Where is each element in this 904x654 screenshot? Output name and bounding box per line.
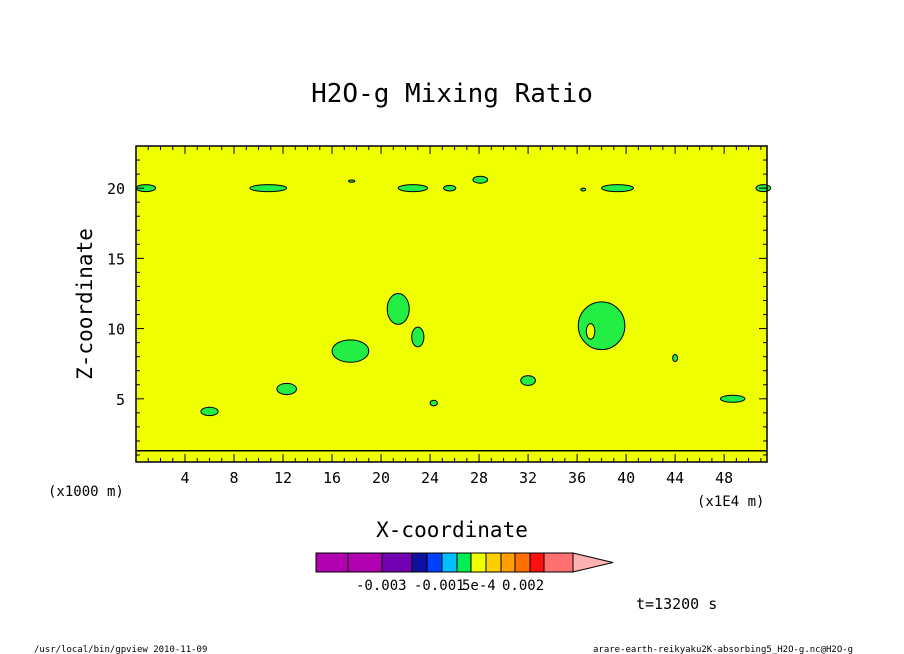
x-tick-label: 40 bbox=[617, 469, 635, 487]
x-tick-label: 44 bbox=[666, 469, 684, 487]
x-axis-ticks: 4 8 12 16 20 24 28 32 36 40 44 48 bbox=[147, 146, 762, 487]
colorbar-swatch bbox=[426, 552, 443, 573]
contour-patch bbox=[580, 187, 587, 192]
contour-patch bbox=[443, 184, 457, 192]
x-unit-left: (x1000 m) bbox=[48, 484, 124, 500]
contour-patch bbox=[276, 382, 298, 396]
colorbar-label: 5e-4 bbox=[462, 578, 496, 594]
y-tick-label: 15 bbox=[107, 250, 125, 268]
colorbar-swatch bbox=[470, 552, 487, 573]
contour-hole bbox=[585, 323, 596, 340]
colorbar-swatch bbox=[514, 552, 531, 573]
contour-patch bbox=[249, 184, 288, 193]
contour-patch bbox=[429, 399, 438, 407]
colorbar-swatch bbox=[441, 552, 458, 573]
y-tick-label: 10 bbox=[107, 321, 125, 339]
y-axis-label: Z-coordinate bbox=[73, 228, 97, 380]
x-tick-label: 20 bbox=[372, 469, 390, 487]
colorbar-swatch bbox=[456, 552, 472, 573]
x-tick-label: 32 bbox=[519, 469, 537, 487]
x-tick-label: 24 bbox=[421, 469, 439, 487]
y-tick-label: 20 bbox=[107, 180, 125, 198]
colorbar bbox=[315, 552, 614, 573]
contour-patch bbox=[348, 179, 356, 183]
colorbar-swatch bbox=[500, 552, 516, 573]
colorbar-swatch bbox=[315, 552, 349, 573]
colorbar-swatch bbox=[572, 552, 614, 573]
colorbar-swatch bbox=[347, 552, 383, 573]
colorbar-label: -0.003 bbox=[356, 578, 407, 594]
plot-frame bbox=[135, 145, 768, 463]
plot-area bbox=[135, 145, 772, 463]
x-tick-label: 48 bbox=[715, 469, 733, 487]
chart-title: H2O-g Mixing Ratio bbox=[311, 79, 593, 109]
x-axis-label: X-coordinate bbox=[376, 518, 528, 542]
colorbar-swatch bbox=[529, 552, 545, 573]
x-tick-label: 36 bbox=[568, 469, 586, 487]
footer-right-note: arare-earth-reikyaku2K-absorbing5_H2O-g.… bbox=[593, 645, 853, 654]
time-label: t=13200 s bbox=[636, 595, 717, 613]
contour-patch bbox=[601, 184, 634, 193]
contour-patch bbox=[200, 406, 219, 417]
colorbar-swatch bbox=[485, 552, 502, 573]
colorbar-label: 0.002 bbox=[502, 578, 544, 594]
footer-left-note: /usr/local/bin/gpview 2010-11-09 bbox=[34, 645, 207, 654]
contour-patch bbox=[331, 339, 370, 363]
colorbar-swatch bbox=[381, 552, 413, 573]
x-tick-label: 12 bbox=[274, 469, 292, 487]
x-tick-label: 4 bbox=[180, 469, 189, 487]
contour-patch bbox=[386, 292, 410, 325]
colorbar-swatch bbox=[543, 552, 574, 573]
x-tick-label: 28 bbox=[470, 469, 488, 487]
contour-patch bbox=[719, 394, 746, 403]
colorbar-swatch bbox=[411, 552, 428, 573]
y-tick-label: 5 bbox=[116, 391, 125, 409]
colorbar-label: -0.001 bbox=[414, 578, 465, 594]
y-axis-ticks: 5 10 15 20 bbox=[107, 159, 767, 456]
contour-patch bbox=[672, 354, 679, 363]
plot-background bbox=[136, 146, 767, 462]
contour-patch bbox=[577, 301, 626, 351]
contour-patch bbox=[397, 184, 429, 193]
x-tick-label: 8 bbox=[230, 469, 239, 487]
x-unit-right: (x1E4 m) bbox=[697, 494, 764, 510]
colorbar-labels: -0.003 -0.001 5e-4 0.002 bbox=[356, 578, 544, 594]
x-tick-label: 16 bbox=[323, 469, 341, 487]
contour-patch bbox=[520, 375, 536, 386]
contour-patch bbox=[411, 326, 425, 348]
contour-patch bbox=[472, 175, 489, 184]
